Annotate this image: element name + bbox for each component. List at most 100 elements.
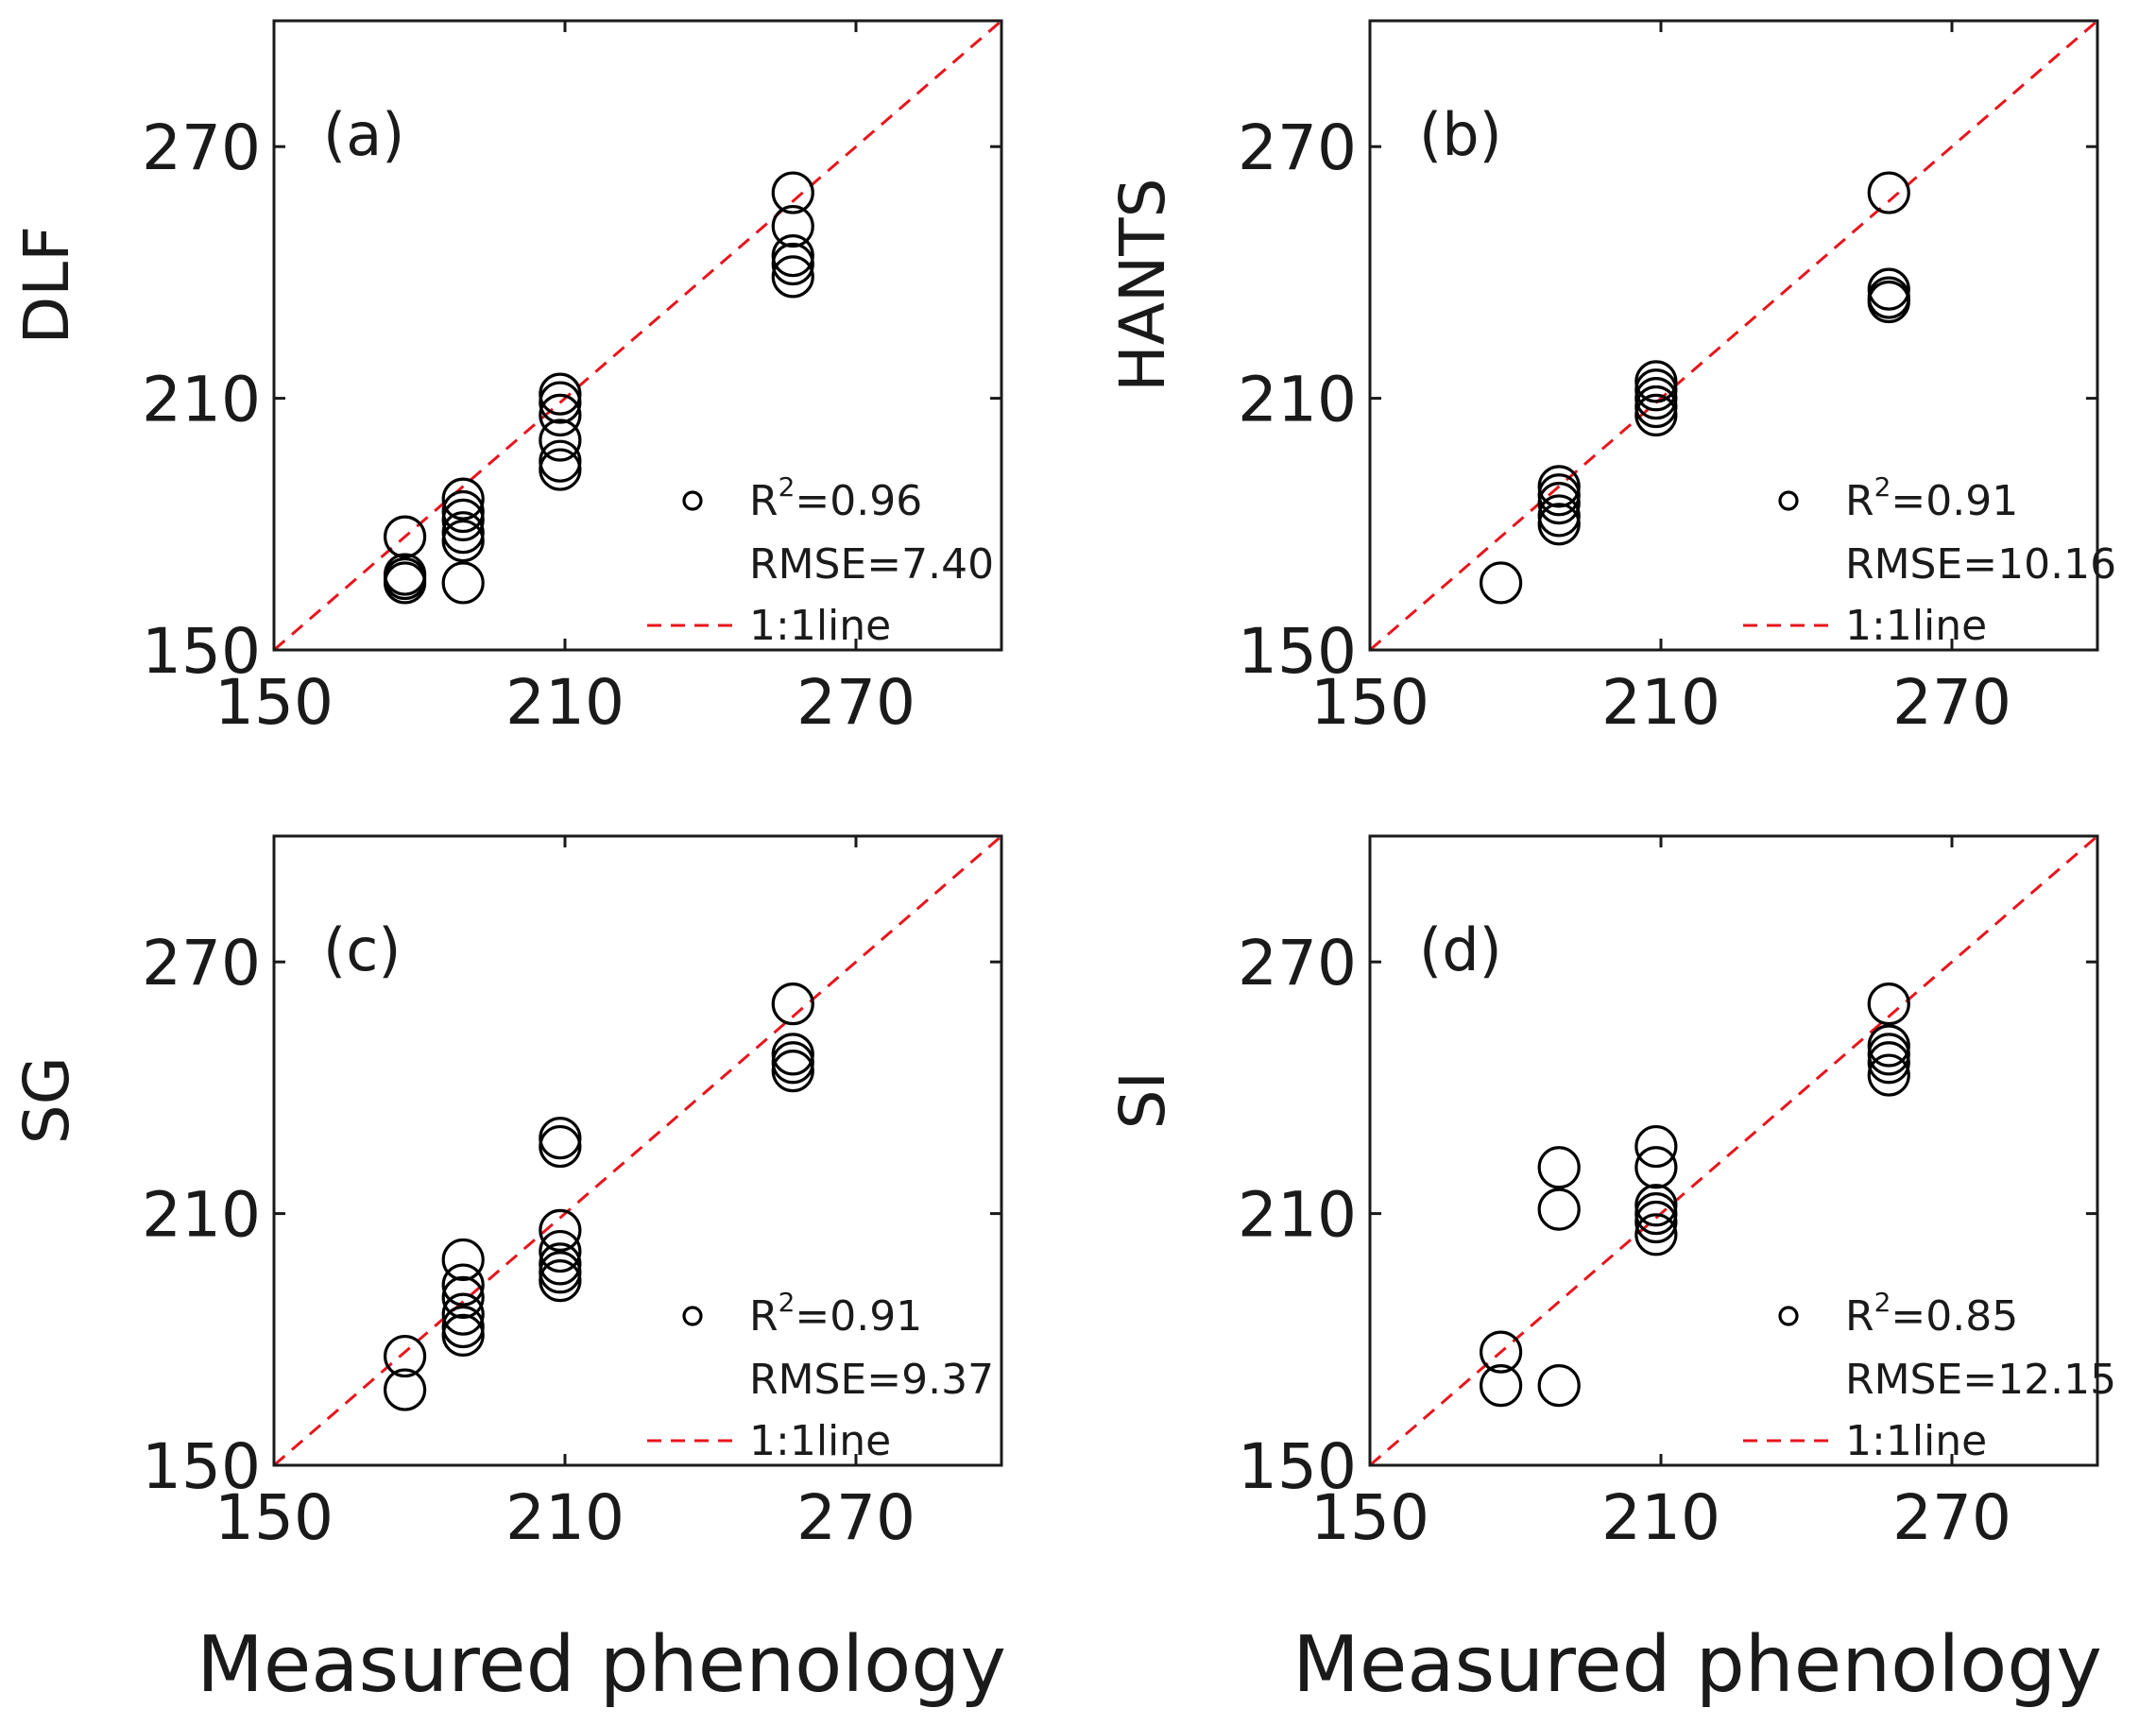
x-axis-label: Measured phenology [1292,1620,2102,1710]
data-point [1537,494,1581,538]
data-point [1537,1188,1581,1231]
data-point [1537,473,1581,517]
axes-frame [272,834,1003,1467]
legend-rmse: RMSE=12.15 [1845,1356,2116,1404]
data-point [1867,1024,1910,1068]
data-point [441,1275,485,1320]
data-point [441,498,485,541]
legend-rmse: RMSE=7.40 [749,540,994,589]
legend-r2-value: =0.85 [1891,1292,2018,1341]
data-point [1867,171,1910,214]
panel-label: (c) [323,915,401,984]
data-point [1479,1330,1523,1374]
axes-frame [1368,834,2099,1467]
data-point [539,1124,582,1169]
data-point [539,448,582,491]
data-point [1634,385,1678,429]
x-tick-label: 210 [505,666,625,739]
one-to-one-line [273,19,1002,652]
data-point [1537,465,1581,508]
y-tick-label: 150 [1238,1430,1357,1503]
legend-rmse: RMSE=9.37 [749,1356,994,1404]
x-tick-label: 270 [1892,1481,2011,1554]
panel-b: 150 210 270 150 210 270 HANTS (b) R2=0.91 RMSE=10… [1106,19,2116,739]
y-axis-label: HANTS [1106,179,1179,392]
y-tick-label: 150 [1238,615,1357,688]
data-point [771,204,814,248]
data-point [771,982,814,1026]
x-tick-label: 270 [1892,666,2011,739]
data-point [1537,503,1581,546]
data-point [1634,1213,1678,1256]
y-tick-label: 150 [142,615,261,688]
data-point [539,372,582,416]
panel-label: (b) [1419,100,1502,169]
y-tick-label: 210 [142,1179,261,1252]
y-axis-label: DLF [10,226,83,345]
data-point [1634,1124,1678,1169]
legend-r2-value: =0.96 [795,477,922,525]
data-point [441,489,485,534]
data-point [771,242,814,286]
data-point [441,1313,485,1357]
y-tick-label: 270 [142,111,261,184]
data-point [1634,1184,1678,1227]
data-point [539,1117,582,1160]
x-tick-label: 270 [796,666,915,739]
data-point [539,419,582,462]
data-point [384,515,427,558]
legend-r2-superscript: 2 [779,1287,796,1318]
data-point [539,1242,582,1286]
data-point [441,519,485,563]
legend-line-label: 1:1line [1845,602,1987,650]
data-point [1634,1146,1678,1189]
data-point [441,1238,485,1282]
panel-label: (a) [323,100,404,169]
x-tick-label: 150 [214,666,334,739]
data-point [539,1251,582,1294]
legend-r2-superscript: 2 [1874,1287,1891,1318]
y-tick-label: 270 [1238,927,1357,1000]
data-point [1867,1041,1910,1085]
data-point [441,477,485,521]
data-point [771,255,814,299]
data-point [1634,1200,1678,1244]
data-point [539,393,582,436]
one-to-one-line [1369,834,2098,1467]
x-tick-label: 270 [796,1481,915,1554]
legend-r2-value: =0.91 [795,1292,922,1341]
x-tick-label: 210 [1601,666,1720,739]
data-point [441,1263,485,1307]
axes-frame [1368,19,2099,652]
data-point [441,1292,485,1336]
legend-marker-icon [682,1306,703,1326]
data-point [771,1050,814,1093]
legend-line-label: 1:1line [1845,1417,1987,1465]
data-point [1537,481,1581,525]
data-point [384,1334,427,1378]
legend-r2: R2=0.96 [749,471,922,525]
data-point [441,511,485,555]
data-point [771,1033,814,1076]
data-point [1867,267,1910,311]
data-point [1479,561,1523,605]
panel-label: (d) [1419,915,1502,984]
y-tick-label: 270 [1238,111,1357,184]
data-point [1867,982,1910,1026]
data-point [384,1368,427,1411]
data-point [441,561,485,605]
data-point [539,1229,582,1273]
one-to-one-line [1369,19,2098,652]
y-tick-label: 270 [142,927,261,1000]
legend-r2-superscript: 2 [1874,471,1891,503]
panel-c: 150 210 270 150 210 270 SG (c) R2=0.91 RMSE=9.37 1… [10,834,1006,1710]
data-point [539,439,582,483]
x-tick-label: 210 [505,1481,625,1554]
legend-r2: R2=0.85 [1845,1287,2018,1341]
legend-line-label: 1:1line [749,602,891,650]
data-point [1634,360,1678,403]
axes-frame [272,19,1003,652]
data-point [1867,276,1910,319]
data-point [384,556,427,601]
